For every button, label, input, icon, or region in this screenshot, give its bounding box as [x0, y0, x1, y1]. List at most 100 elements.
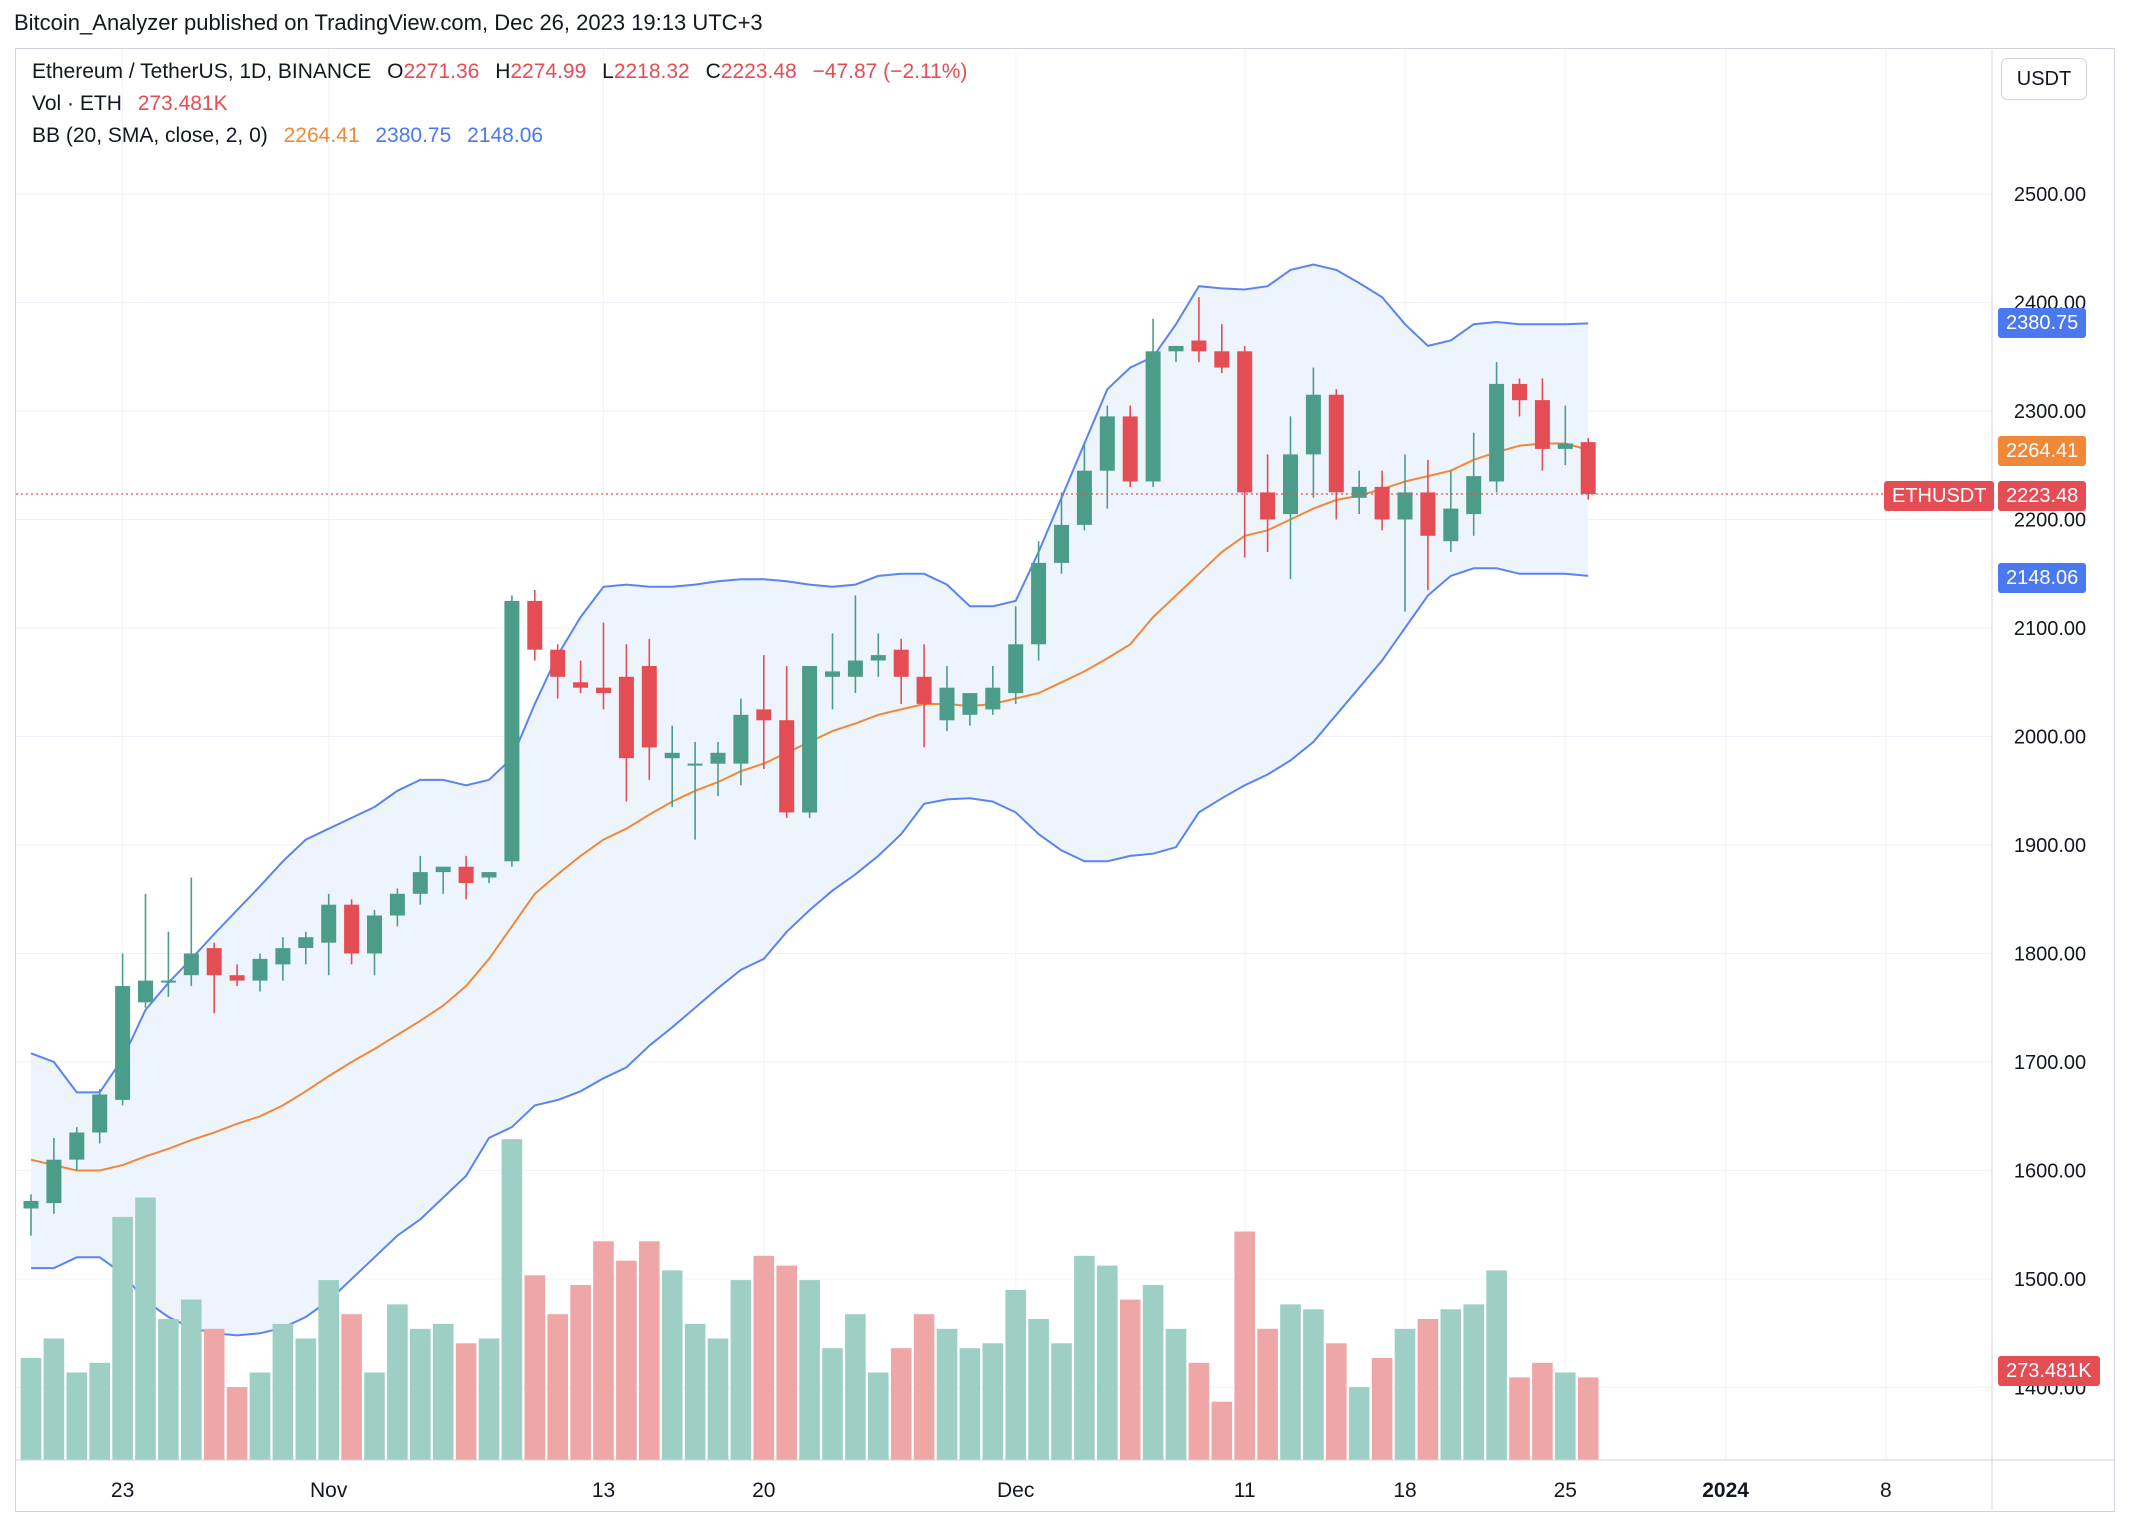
- currency-button[interactable]: USDT: [2001, 58, 2087, 100]
- candle[interactable]: [527, 590, 543, 661]
- candle[interactable]: [916, 644, 932, 748]
- candle[interactable]: [825, 633, 840, 710]
- candle[interactable]: [389, 888, 405, 927]
- volume-bar: [730, 1280, 752, 1460]
- candle[interactable]: [687, 741, 703, 840]
- bb-basis-tag: 2264.41: [1998, 436, 2087, 466]
- candle[interactable]: [298, 931, 314, 965]
- candle[interactable]: [321, 893, 337, 976]
- candle[interactable]: [573, 660, 589, 694]
- candle[interactable]: [1214, 324, 1230, 374]
- candle[interactable]: [1099, 405, 1115, 509]
- candle[interactable]: [710, 741, 726, 797]
- volume-bar: [112, 1216, 133, 1460]
- candle[interactable]: [1145, 318, 1161, 487]
- candle-body: [1397, 492, 1413, 520]
- candle[interactable]: [596, 622, 611, 710]
- volume-bar: [1440, 1309, 1462, 1460]
- candle[interactable]: [1557, 405, 1573, 466]
- candle[interactable]: [1168, 345, 1184, 363]
- candle[interactable]: [1580, 438, 1596, 500]
- candle[interactable]: [1260, 454, 1276, 553]
- volume-bar: [181, 1299, 202, 1460]
- candle[interactable]: [1534, 378, 1550, 471]
- y-tick-label: 2200.00: [2014, 510, 2086, 532]
- candle[interactable]: [962, 693, 978, 726]
- candle[interactable]: [985, 665, 1001, 715]
- legend-symbol[interactable]: Ethereum / TetherUS, 1D, BINANCE: [32, 60, 372, 83]
- candle-body: [893, 649, 909, 677]
- candle[interactable]: [504, 595, 520, 867]
- candle[interactable]: [1054, 492, 1069, 574]
- candle[interactable]: [847, 595, 863, 694]
- volume-bar: [845, 1314, 866, 1460]
- legend-open-label: O: [387, 60, 404, 83]
- candle-body: [1122, 416, 1138, 482]
- candle[interactable]: [1008, 606, 1024, 704]
- candle[interactable]: [138, 893, 153, 1008]
- candle[interactable]: [1351, 470, 1367, 515]
- candle-body: [825, 671, 840, 677]
- volume-bar: [318, 1280, 339, 1460]
- candle[interactable]: [1489, 362, 1505, 493]
- candles: [23, 297, 1596, 1236]
- candle[interactable]: [779, 665, 795, 818]
- candle[interactable]: [92, 1089, 108, 1144]
- legend-vol-label[interactable]: Vol · ETH: [32, 92, 122, 115]
- candle[interactable]: [1237, 345, 1253, 558]
- candle[interactable]: [252, 953, 268, 992]
- candle[interactable]: [756, 655, 772, 770]
- candle[interactable]: [275, 937, 291, 981]
- chart-frame[interactable]: [15, 48, 2115, 1512]
- candle[interactable]: [733, 698, 749, 786]
- candle[interactable]: [1443, 470, 1459, 553]
- candle[interactable]: [46, 1137, 62, 1214]
- candle[interactable]: [183, 877, 199, 987]
- x-tick-label: 20: [752, 1479, 775, 1502]
- candle[interactable]: [1328, 389, 1344, 520]
- candle[interactable]: [344, 899, 360, 965]
- candle[interactable]: [641, 638, 657, 780]
- candle[interactable]: [1512, 378, 1527, 417]
- candle[interactable]: [1031, 541, 1047, 661]
- candle[interactable]: [229, 964, 245, 987]
- candle[interactable]: [1305, 367, 1321, 498]
- candle[interactable]: [802, 666, 818, 818]
- candle-body: [183, 953, 199, 976]
- y-tick-label: 1600.00: [2014, 1161, 2086, 1183]
- candle[interactable]: [458, 855, 474, 900]
- candle[interactable]: [1466, 432, 1482, 536]
- candle[interactable]: [1420, 459, 1436, 591]
- candle[interactable]: [206, 942, 222, 1014]
- candle[interactable]: [550, 644, 566, 699]
- candle[interactable]: [1374, 470, 1390, 531]
- candle[interactable]: [1076, 443, 1092, 531]
- candle[interactable]: [664, 725, 680, 808]
- candle[interactable]: [1283, 416, 1298, 580]
- candle-body: [1283, 454, 1298, 515]
- candle[interactable]: [69, 1127, 85, 1171]
- bb-upper-tag: 2380.75: [1998, 308, 2087, 338]
- candle[interactable]: [870, 633, 886, 677]
- candle[interactable]: [618, 644, 634, 802]
- candle[interactable]: [939, 665, 955, 732]
- candle[interactable]: [412, 855, 428, 905]
- volume-bar: [1532, 1362, 1553, 1460]
- candle[interactable]: [160, 931, 176, 997]
- volume-bar: [20, 1357, 42, 1460]
- candle[interactable]: [23, 1194, 39, 1236]
- candle[interactable]: [893, 638, 909, 704]
- candle[interactable]: [435, 866, 451, 894]
- legend-bb-label[interactable]: BB (20, SMA, close, 2, 0): [32, 124, 268, 147]
- y-tick-label: 1500.00: [2014, 1269, 2086, 1291]
- candle[interactable]: [481, 872, 497, 883]
- candle[interactable]: [1397, 454, 1413, 612]
- candle-body: [275, 948, 291, 965]
- candle-body: [504, 600, 520, 862]
- legend-bb-basis: 2264.41: [283, 124, 360, 147]
- candle[interactable]: [115, 953, 131, 1106]
- candle[interactable]: [367, 910, 382, 976]
- candle[interactable]: [1191, 297, 1207, 363]
- candle[interactable]: [1122, 405, 1138, 487]
